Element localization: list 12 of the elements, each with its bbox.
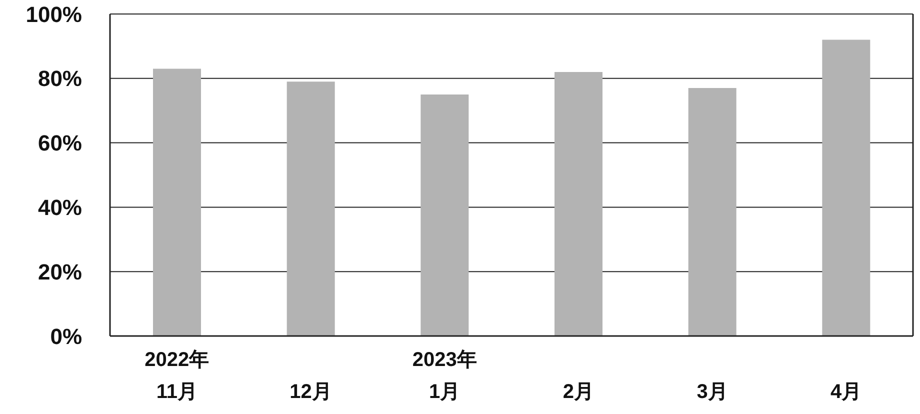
x-tick-label: 12月 xyxy=(290,381,332,403)
x-tick-label: 2022年 11月 xyxy=(144,349,210,403)
x-tick-label: 4月 xyxy=(830,381,862,403)
x-tick-label: 3月 xyxy=(696,381,728,403)
y-tick-label: 80% xyxy=(38,66,82,92)
y-tick-label: 40% xyxy=(38,195,82,220)
x-tick-label: 2月 xyxy=(562,381,594,403)
x-tick-label: 2023年 1月 xyxy=(412,349,477,403)
y-tick-label: 20% xyxy=(38,259,82,284)
y-tick-label: 0% xyxy=(50,324,82,349)
y-tick-label: 100% xyxy=(26,2,82,27)
y-tick-label: 60% xyxy=(38,130,82,156)
